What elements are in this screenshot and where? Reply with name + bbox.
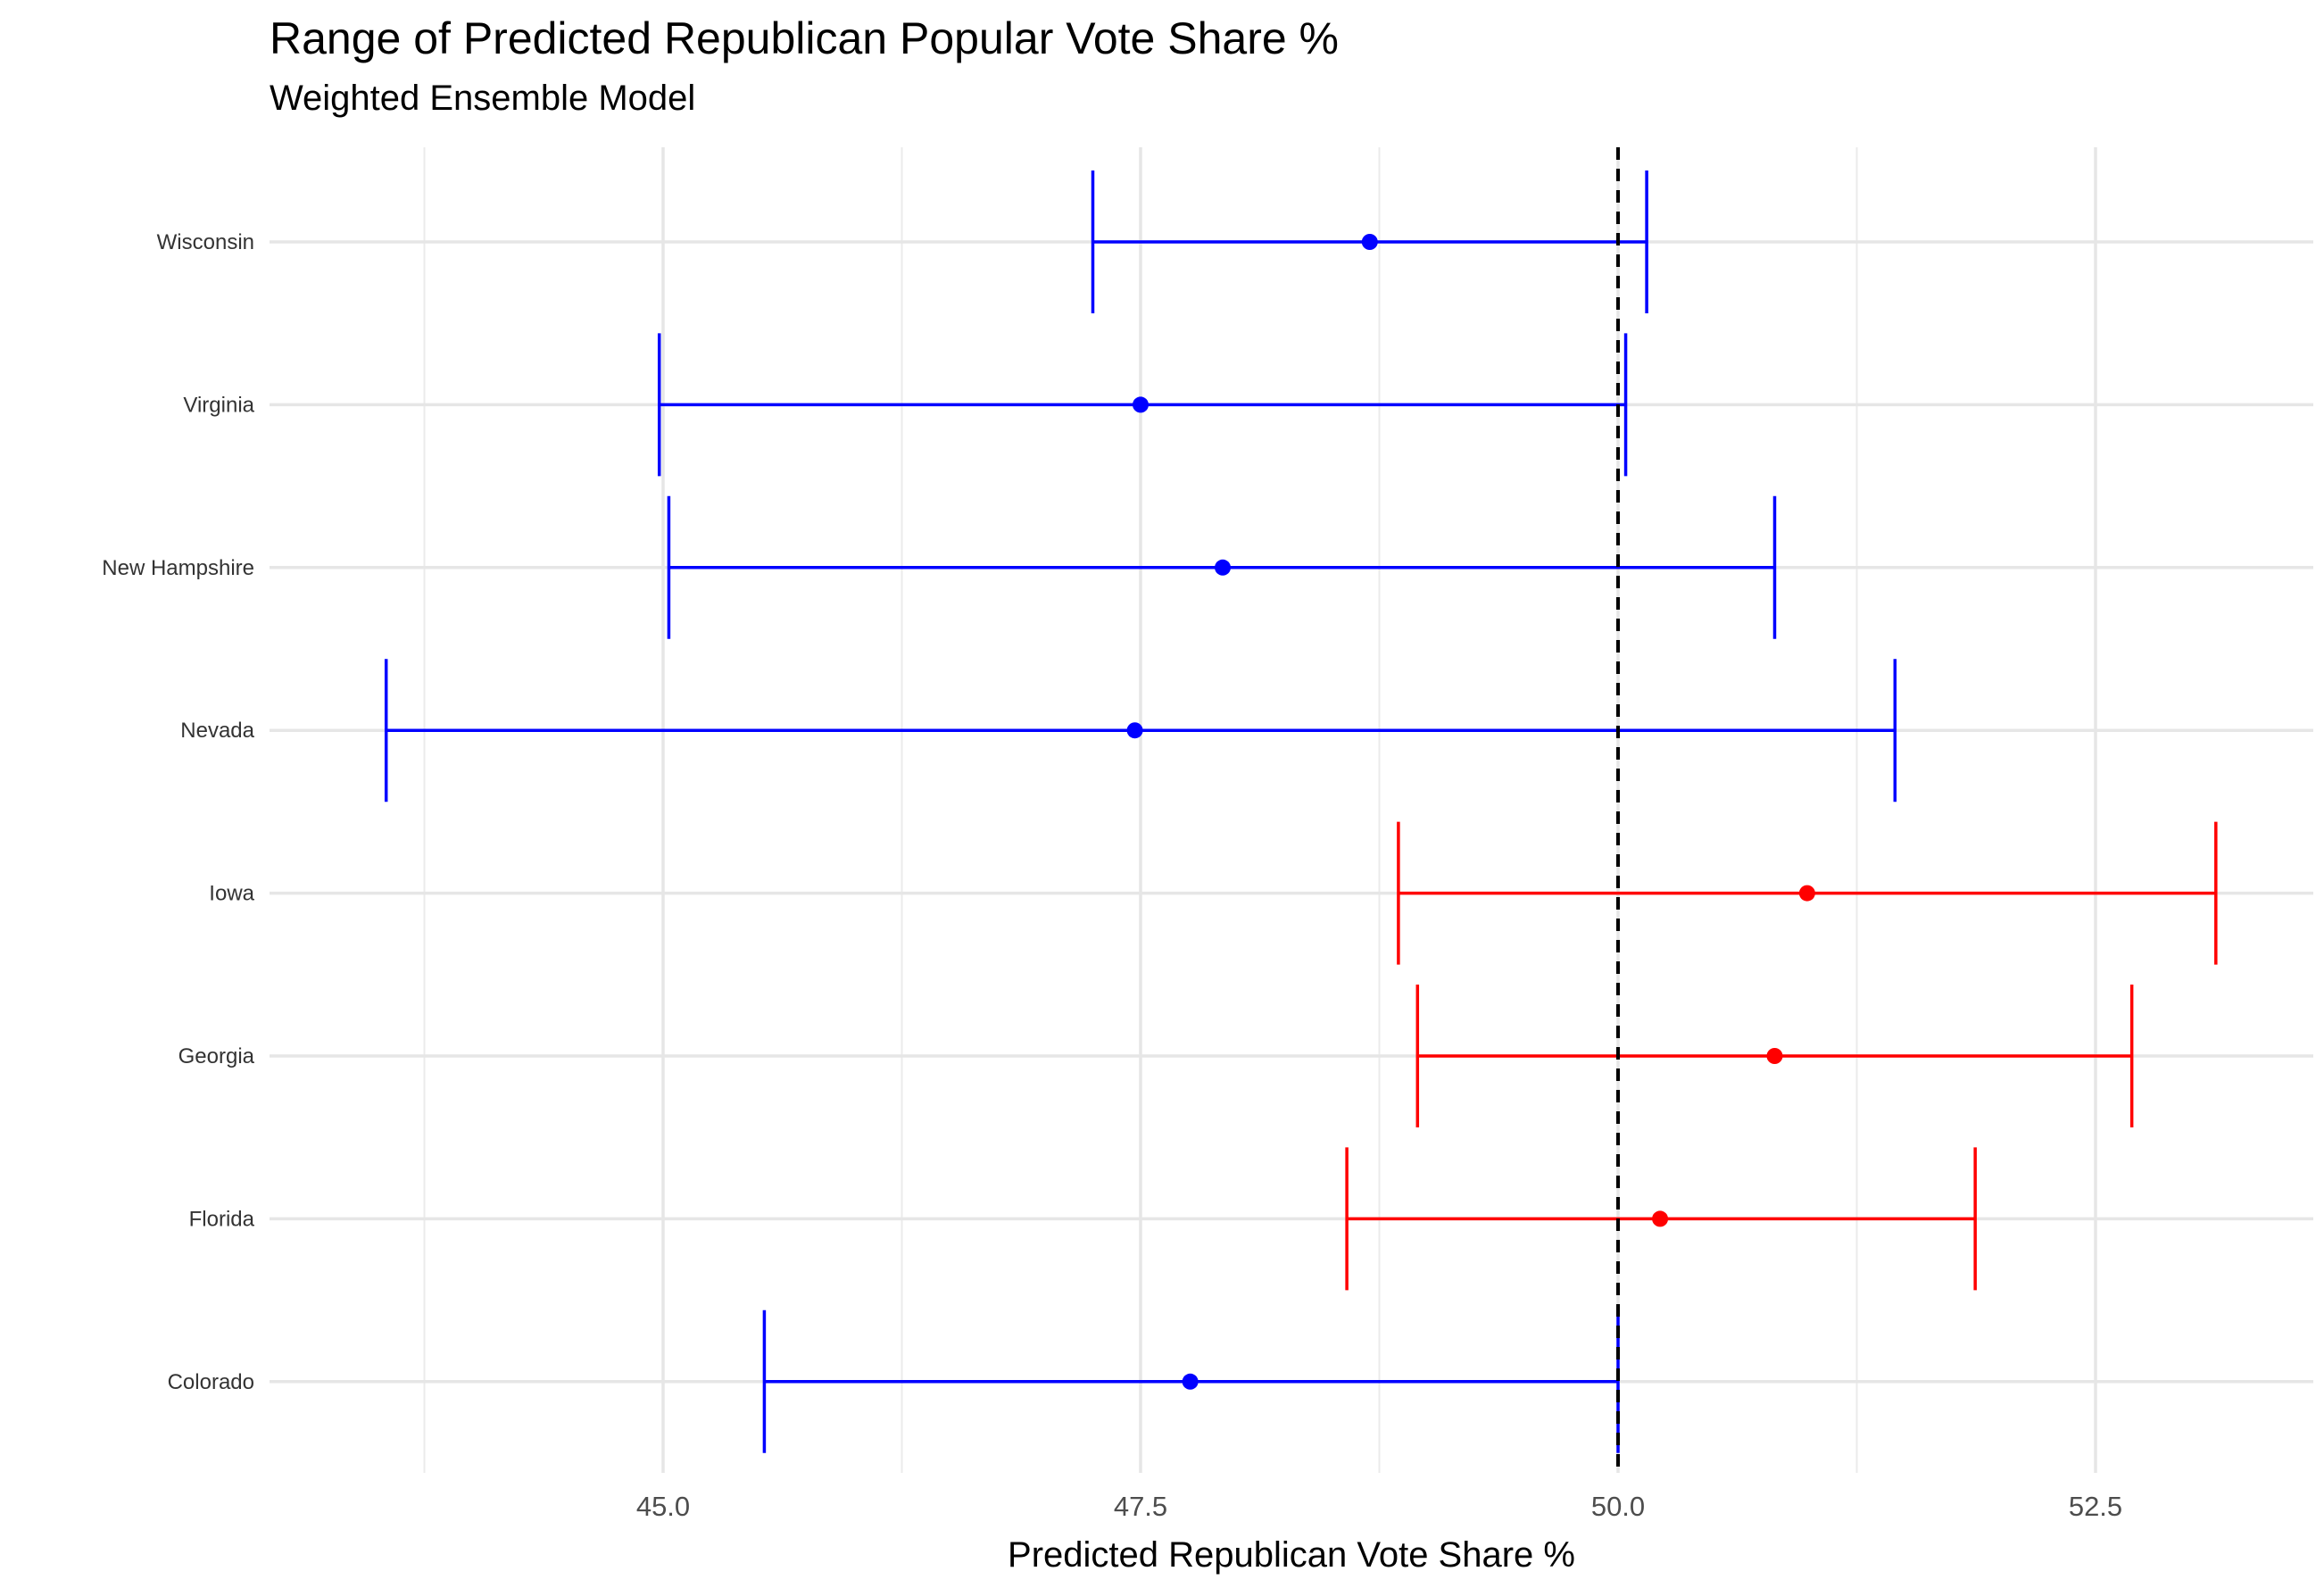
y-label-georgia: Georgia xyxy=(178,1044,255,1068)
y-label-virginia: Virginia xyxy=(183,393,254,417)
mid-point-iowa xyxy=(1798,885,1815,902)
minor-gridlines xyxy=(423,147,1858,1473)
y-label-colorado: Colorado xyxy=(168,1370,254,1394)
y-label-florida: Florida xyxy=(189,1207,255,1231)
y-label-wisconsin: Wisconsin xyxy=(157,230,254,254)
mid-point-nevada xyxy=(1126,722,1143,739)
chart-subtitle: Weighted Ensemble Model xyxy=(270,79,696,118)
y-label-nevada: Nevada xyxy=(180,719,254,743)
x-tick-label: 47.5 xyxy=(1114,1491,1167,1522)
mid-point-georgia xyxy=(1766,1048,1783,1064)
y-axis-labels: Wisconsin Virginia New Hampshire Nevada Iowa… xyxy=(102,230,254,1394)
mid-point-colorado xyxy=(1182,1373,1199,1390)
y-label-new-hampshire: New Hampshire xyxy=(102,556,254,580)
chart-title: Range of Predicted Republican Popular Vo… xyxy=(270,13,1339,63)
mid-points xyxy=(1126,234,1815,1390)
x-tick-label: 52.5 xyxy=(2069,1491,2122,1522)
x-axis-title: Predicted Republican Vote Share % xyxy=(1008,1535,1575,1575)
x-tick-label: 45.0 xyxy=(636,1491,690,1522)
x-tick-label: 50.0 xyxy=(1591,1491,1645,1522)
x-axis-labels: 45.0 47.5 50.0 52.5 xyxy=(636,1491,2122,1522)
major-gridlines xyxy=(270,147,2313,1473)
y-label-iowa: Iowa xyxy=(209,882,254,906)
mid-point-wisconsin xyxy=(1361,234,1378,250)
mid-point-florida xyxy=(1652,1210,1669,1227)
mid-point-virginia xyxy=(1133,396,1149,413)
mid-point-new-hampshire xyxy=(1215,559,1232,576)
error-bars xyxy=(384,170,2218,1453)
